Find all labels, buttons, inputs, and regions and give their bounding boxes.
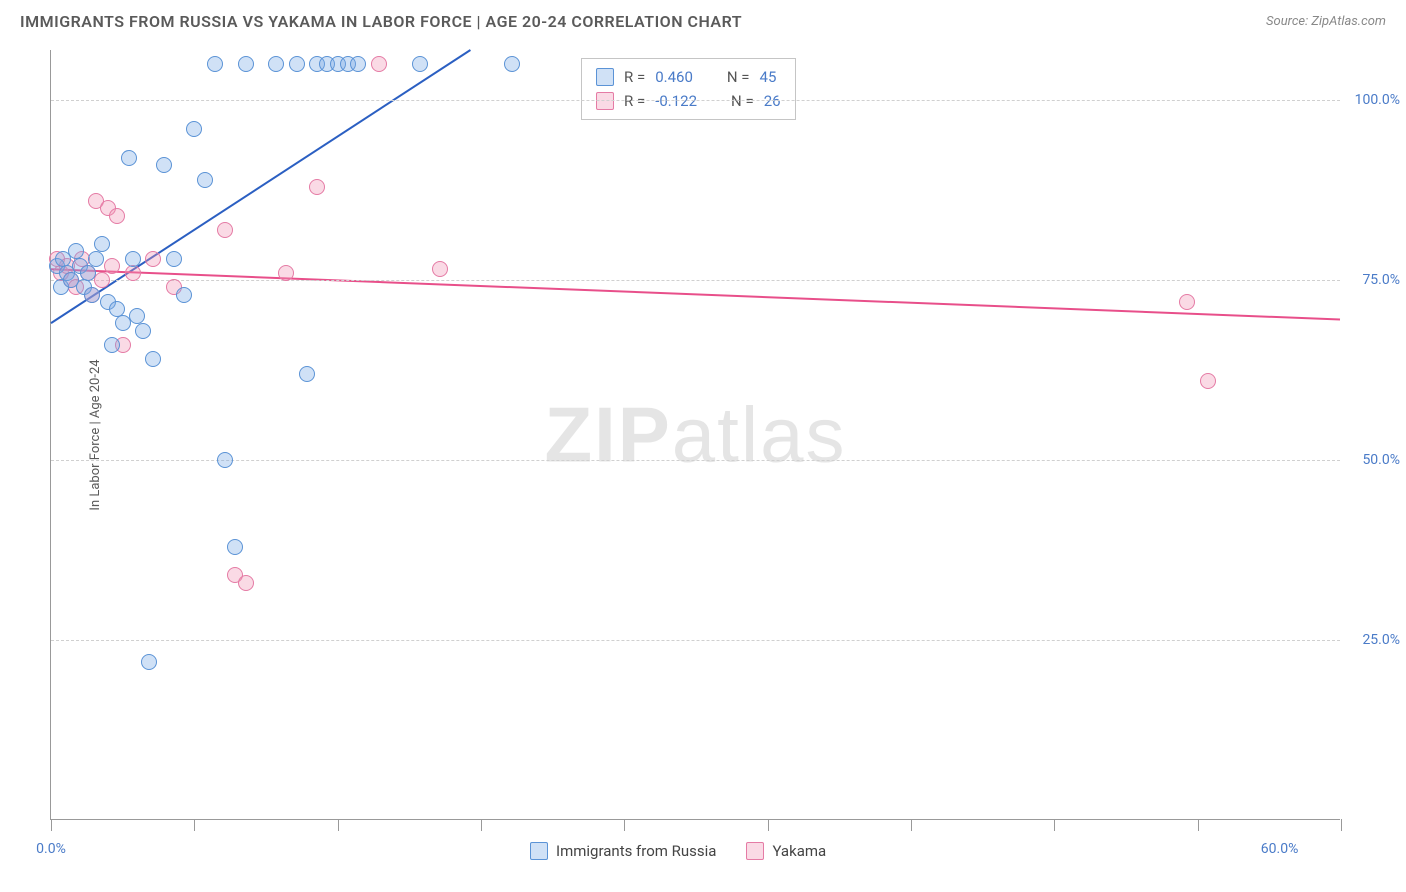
y-tick-label: 25.0%: [1362, 632, 1400, 648]
data-point-blue: [350, 56, 366, 72]
data-point-pink: [238, 575, 254, 591]
x-tick: [338, 819, 339, 831]
data-point-pink: [278, 265, 294, 281]
data-point-blue: [268, 56, 284, 72]
y-tick-label: 75.0%: [1362, 272, 1400, 288]
data-point-blue: [166, 251, 182, 267]
data-point-blue: [238, 56, 254, 72]
swatch-blue-icon: [596, 68, 614, 86]
legend-item-blue: Immigrants from Russia: [530, 842, 716, 860]
r-label: R =: [624, 65, 645, 89]
data-point-pink: [145, 251, 161, 267]
gridline: [51, 460, 1340, 461]
data-point-pink: [109, 208, 125, 224]
x-tick: [624, 819, 625, 831]
n-label: N =: [727, 65, 750, 89]
data-point-pink: [94, 272, 110, 288]
chart-container: In Labor Force | Age 20-24 ZIPatlas R = …: [50, 50, 1390, 820]
data-point-blue: [176, 287, 192, 303]
data-point-blue: [125, 251, 141, 267]
x-tick: [194, 819, 195, 831]
gridline: [51, 280, 1340, 281]
data-point-pink: [309, 179, 325, 195]
data-point-pink: [1179, 294, 1195, 310]
x-tick: [1054, 819, 1055, 831]
x-tick: [1198, 819, 1199, 831]
stats-row-blue: R = 0.460 N = 45: [596, 65, 781, 89]
data-point-blue: [289, 56, 305, 72]
x-tick: [51, 819, 52, 831]
x-tick: [911, 819, 912, 831]
x-tick: [481, 819, 482, 831]
bottom-legend: Immigrants from Russia Yakama: [530, 842, 826, 860]
data-point-blue: [84, 287, 100, 303]
r-value-blue: 0.460: [655, 65, 693, 89]
data-point-pink: [217, 222, 233, 238]
data-point-blue: [227, 539, 243, 555]
chart-title: IMMIGRANTS FROM RUSSIA VS YAKAMA IN LABO…: [20, 12, 742, 31]
data-point-blue: [186, 121, 202, 137]
data-point-blue: [156, 157, 172, 173]
data-point-blue: [217, 452, 233, 468]
x-tick: [768, 819, 769, 831]
data-point-pink: [104, 258, 120, 274]
trend-lines-svg: [51, 50, 1340, 819]
scatter-plot-area: ZIPatlas R = 0.460 N = 45 R = -0.122 N =…: [50, 50, 1340, 820]
data-point-blue: [145, 351, 161, 367]
n-value-blue: 45: [760, 65, 777, 89]
x-tick: [1341, 819, 1342, 831]
data-point-blue: [141, 654, 157, 670]
data-point-pink: [371, 56, 387, 72]
gridline: [51, 100, 1340, 101]
legend-label-pink: Yakama: [772, 842, 826, 860]
data-point-blue: [412, 56, 428, 72]
data-point-blue: [504, 56, 520, 72]
data-point-blue: [94, 236, 110, 252]
data-point-blue: [299, 366, 315, 382]
data-point-blue: [207, 56, 223, 72]
data-point-blue: [121, 150, 137, 166]
data-point-blue: [197, 172, 213, 188]
swatch-pink-icon: [746, 842, 764, 860]
correlation-stats-box: R = 0.460 N = 45 R = -0.122 N = 26: [581, 58, 796, 120]
watermark: ZIPatlas: [544, 389, 846, 480]
trend-line-pink: [51, 269, 1340, 319]
y-tick-label: 50.0%: [1362, 452, 1400, 468]
source-attribution: Source: ZipAtlas.com: [1266, 14, 1386, 29]
data-point-blue: [104, 337, 120, 353]
data-point-blue: [88, 251, 104, 267]
trend-line-blue: [51, 50, 470, 323]
data-point-pink: [1200, 373, 1216, 389]
gridline: [51, 640, 1340, 641]
data-point-pink: [125, 265, 141, 281]
data-point-blue: [135, 323, 151, 339]
data-point-pink: [432, 261, 448, 277]
x-tick-label: 0.0%: [36, 841, 66, 857]
legend-item-pink: Yakama: [746, 842, 826, 860]
x-tick-label: 60.0%: [1261, 841, 1299, 857]
y-tick-label: 100.0%: [1355, 92, 1400, 108]
swatch-blue-icon: [530, 842, 548, 860]
legend-label-blue: Immigrants from Russia: [556, 842, 716, 860]
data-point-blue: [80, 265, 96, 281]
